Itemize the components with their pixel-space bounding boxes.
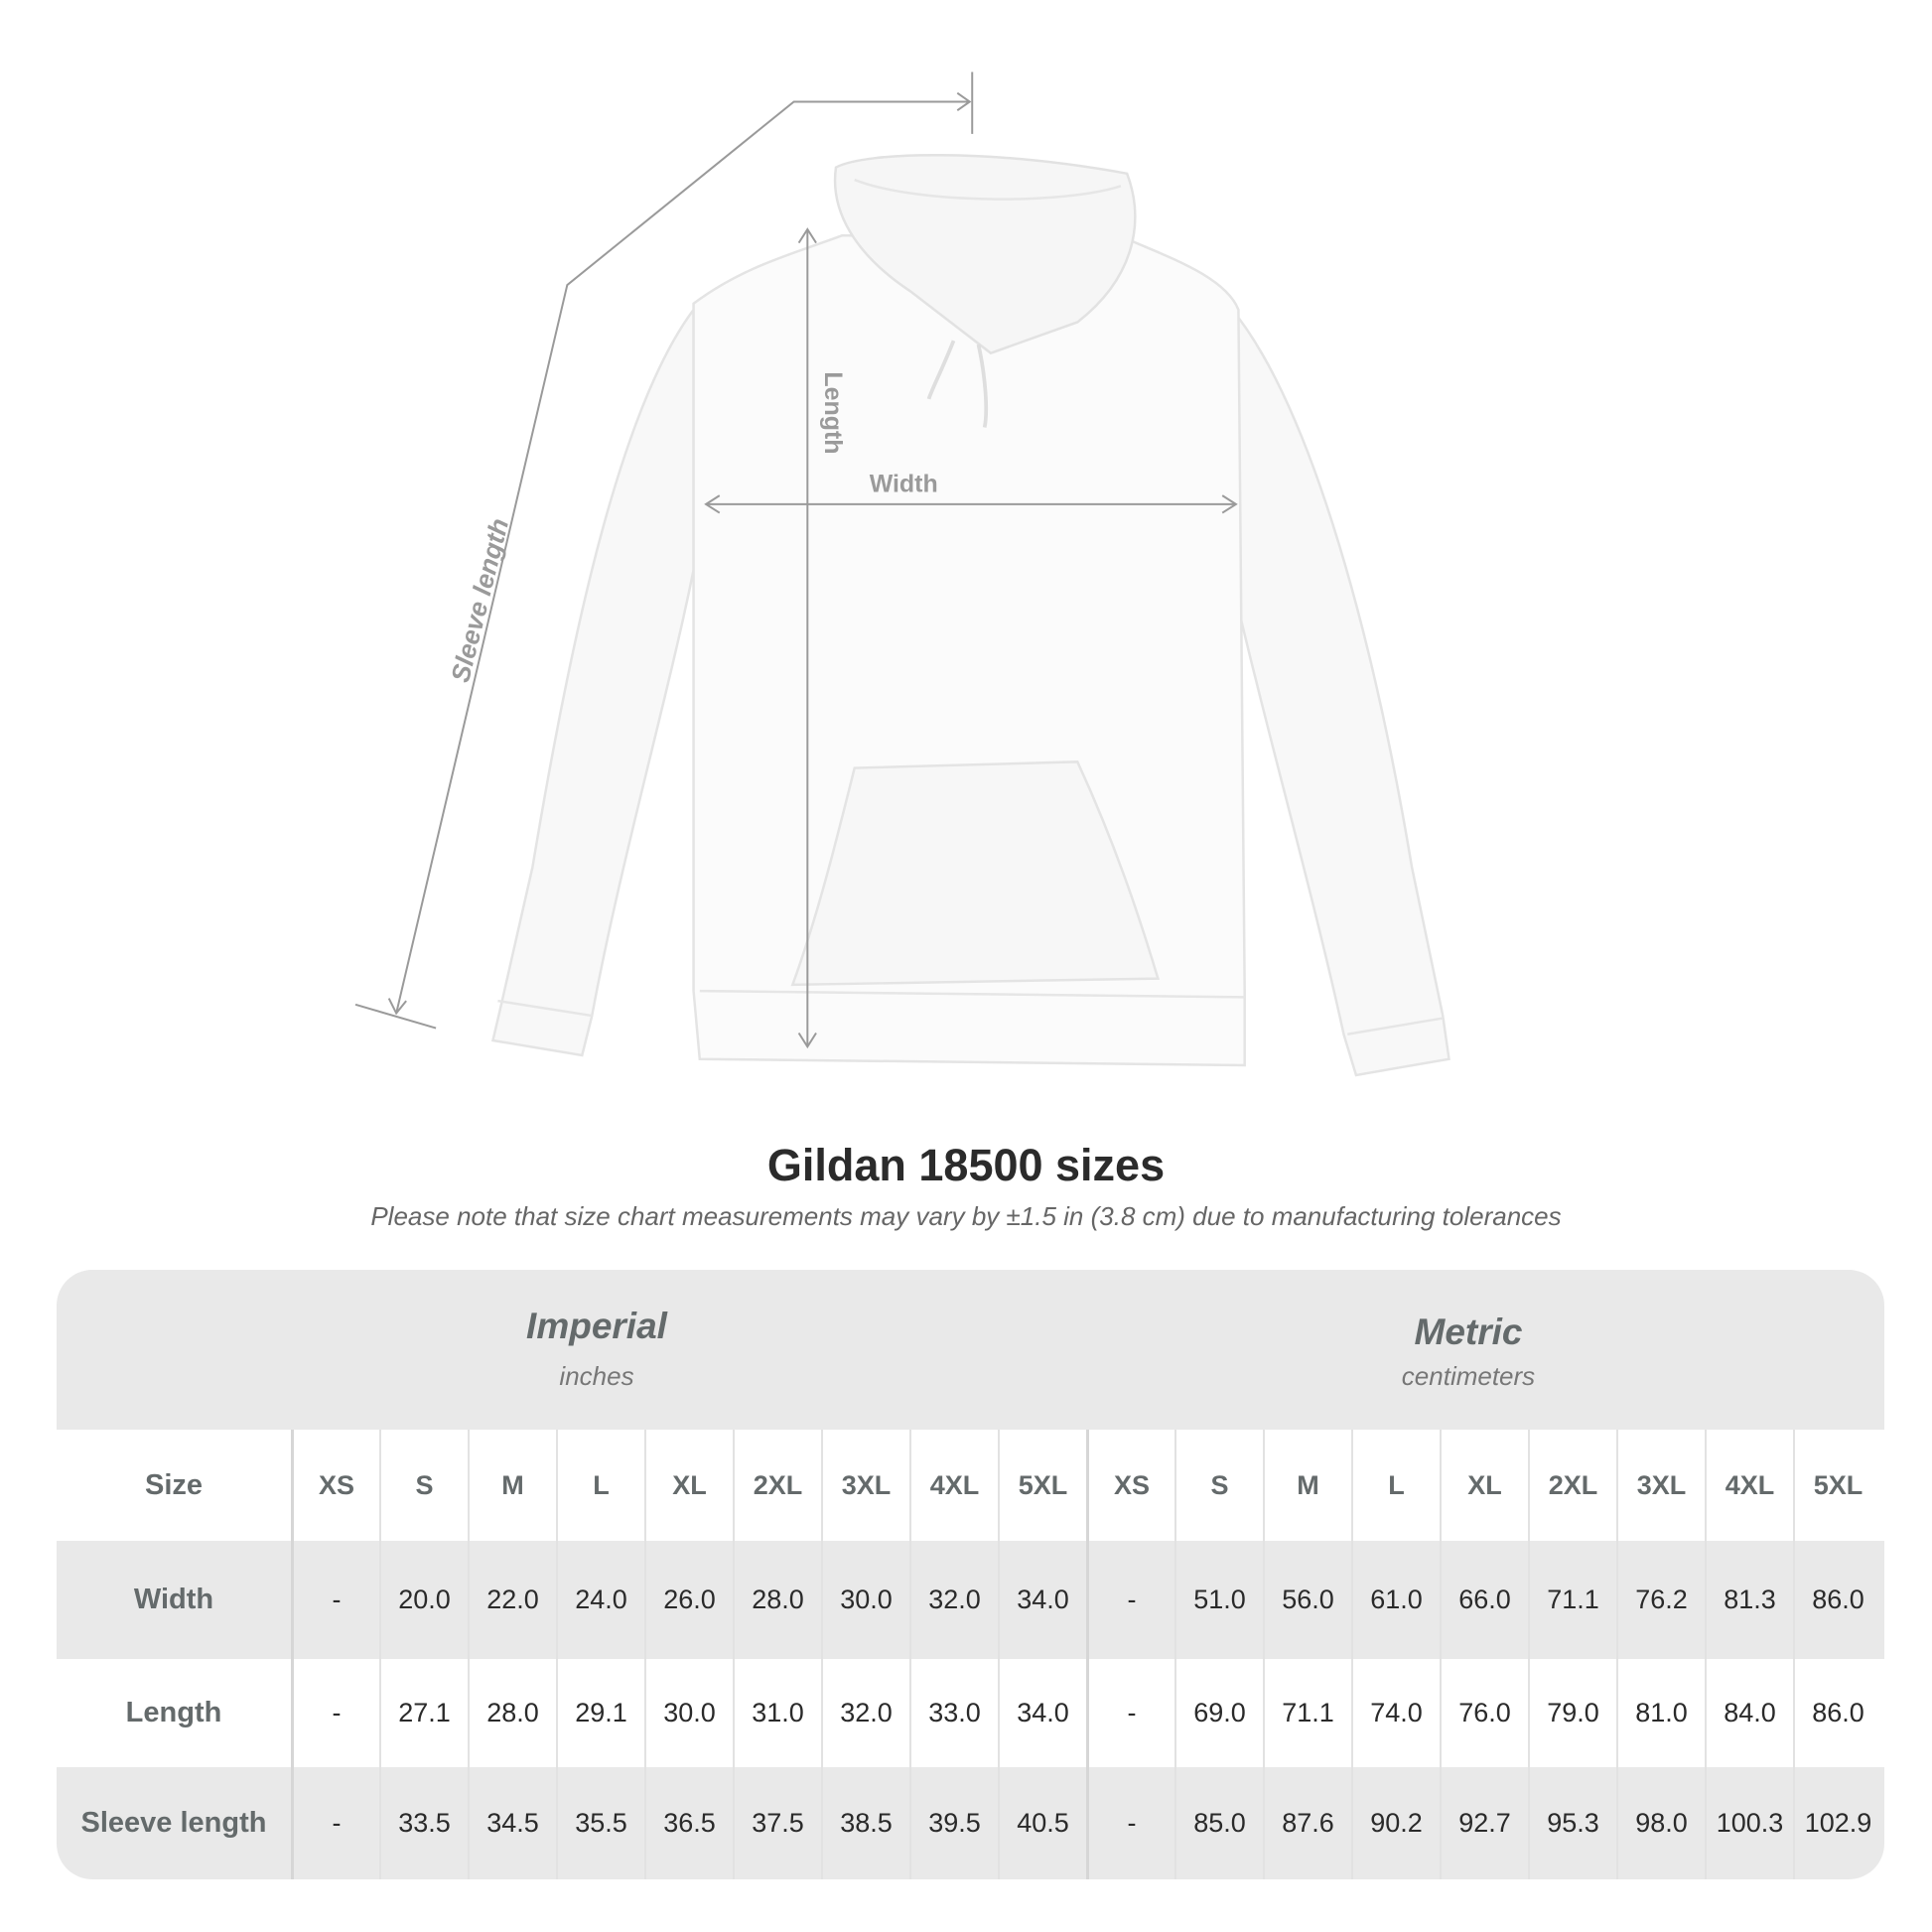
- imperial-value-cell: 29.1: [556, 1659, 644, 1767]
- metric-value-cell: 87.6: [1263, 1767, 1351, 1879]
- imperial-value-cell: 27.1: [379, 1659, 468, 1767]
- metric-size-s: S: [1174, 1430, 1263, 1541]
- metric-value-cell: 84.0: [1705, 1659, 1793, 1767]
- imperial-value-cell: 26.0: [644, 1541, 733, 1659]
- row-label: Length: [125, 1697, 222, 1728]
- imperial-size-xl: XL: [644, 1430, 733, 1541]
- imperial-value-cell: 38.5: [821, 1767, 909, 1879]
- page-title: Gildan 18500 sizes: [766, 1140, 1166, 1190]
- imperial-value-cell: 30.0: [644, 1659, 733, 1767]
- metric-value-cell: 98.0: [1616, 1767, 1705, 1879]
- metric-value-cell: -: [1086, 1767, 1174, 1879]
- imperial-value-cell: 36.5: [644, 1767, 733, 1879]
- metric-value-cell: 71.1: [1528, 1541, 1616, 1659]
- metric-size-xs: XS: [1086, 1430, 1174, 1541]
- metric-value-cell: 81.0: [1616, 1659, 1705, 1767]
- metric-value-cell: 100.3: [1705, 1767, 1793, 1879]
- metric-size-m: M: [1263, 1430, 1351, 1541]
- metric-title: Metric: [1414, 1311, 1523, 1352]
- metric-value-cell: -: [1086, 1659, 1174, 1767]
- tolerance-note: Please note that size chart measurements…: [370, 1201, 1562, 1231]
- metric-unit: centimeters: [1401, 1361, 1536, 1391]
- imperial-size-5xl: 5XL: [998, 1430, 1086, 1541]
- metric-value-cell: 79.0: [1528, 1659, 1616, 1767]
- imperial-value-cell: 28.0: [468, 1659, 556, 1767]
- metric-value-cell: 66.0: [1440, 1541, 1528, 1659]
- imperial-size-m: M: [468, 1430, 556, 1541]
- imperial-value-cell: 40.5: [998, 1767, 1086, 1879]
- imperial-size-2xl: 2XL: [733, 1430, 821, 1541]
- metric-size-xl: XL: [1440, 1430, 1528, 1541]
- metric-value-cell: -: [1086, 1541, 1174, 1659]
- hoodie-measurement-diagram: Sleeve length Length Width: [354, 71, 1450, 1077]
- imperial-size-xs: XS: [291, 1430, 379, 1541]
- metric-value-cell: 76.0: [1440, 1659, 1528, 1767]
- imperial-value-cell: 35.5: [556, 1767, 644, 1879]
- row-label: Sleeve length: [80, 1807, 267, 1839]
- imperial-value-cell: 31.0: [733, 1659, 821, 1767]
- imperial-value-cell: 28.0: [733, 1541, 821, 1659]
- sleeve-length-label: Sleeve length: [445, 515, 514, 685]
- metric-value-cell: 61.0: [1351, 1541, 1440, 1659]
- hoodie-image: [490, 153, 1450, 1077]
- imperial-header: Imperial inches: [348, 1306, 845, 1392]
- imperial-value-cell: 24.0: [556, 1541, 644, 1659]
- imperial-size-l: L: [556, 1430, 644, 1541]
- imperial-value-cell: 33.0: [909, 1659, 998, 1767]
- imperial-value-cell: 32.0: [821, 1659, 909, 1767]
- metric-value-cell: 86.0: [1793, 1541, 1881, 1659]
- metric-size-4xl: 4XL: [1705, 1430, 1793, 1541]
- imperial-value-cell: 37.5: [733, 1767, 821, 1879]
- size-header-label: Size: [144, 1468, 204, 1501]
- metric-value-cell: 51.0: [1174, 1541, 1263, 1659]
- table-row-width: Width -20.0 22.0 24.0 26.0 28.0 30.0 32.0 34.0-5…: [57, 1541, 1884, 1659]
- metric-value-cell: 56.0: [1263, 1541, 1351, 1659]
- metric-value-cell: 74.0: [1351, 1659, 1440, 1767]
- metric-size-l: L: [1351, 1430, 1440, 1541]
- table-row-sleeve-length: Sleeve length -33.5 34.5 35.5 36.5 37.5 38.5 39…: [57, 1767, 1884, 1879]
- size-header-row: Size XS S M L XL 2XL 3XL 4XL 5XL XS S M L XL 2XL 3XL 4XL 5…: [57, 1430, 1884, 1541]
- sleeve-measure-line: [395, 100, 970, 1014]
- metric-value-cell: 90.2: [1351, 1767, 1440, 1879]
- metric-size-3xl: 3XL: [1616, 1430, 1705, 1541]
- imperial-value-cell: 30.0: [821, 1541, 909, 1659]
- imperial-size-s: S: [379, 1430, 468, 1541]
- row-label: Width: [133, 1584, 214, 1615]
- metric-value-cell: 69.0: [1174, 1659, 1263, 1767]
- imperial-value-cell: 34.0: [998, 1541, 1086, 1659]
- length-label: Length: [819, 371, 847, 454]
- metric-value-cell: 85.0: [1174, 1767, 1263, 1879]
- imperial-value-cell: -: [291, 1541, 379, 1659]
- imperial-value-cell: 22.0: [468, 1541, 556, 1659]
- imperial-value-cell: 32.0: [909, 1541, 998, 1659]
- imperial-value-cell: 33.5: [379, 1767, 468, 1879]
- imperial-size-3xl: 3XL: [821, 1430, 909, 1541]
- metric-size-5xl: 5XL: [1793, 1430, 1881, 1541]
- table-row-length: Length -27.1 28.0 29.1 30.0 31.0 32.0 33.0 34.0-…: [57, 1659, 1884, 1767]
- imperial-value-cell: 20.0: [379, 1541, 468, 1659]
- metric-value-cell: 102.9: [1793, 1767, 1881, 1879]
- metric-header: Metric centimeters: [1220, 1311, 1717, 1392]
- width-label: Width: [870, 470, 938, 497]
- metric-value-cell: 81.3: [1705, 1541, 1793, 1659]
- metric-value-cell: 95.3: [1528, 1767, 1616, 1879]
- measurement-lines: [354, 71, 1238, 1049]
- imperial-value-cell: 39.5: [909, 1767, 998, 1879]
- imperial-title: Imperial: [526, 1306, 667, 1346]
- metric-value-cell: 86.0: [1793, 1659, 1881, 1767]
- imperial-value-cell: 34.0: [998, 1659, 1086, 1767]
- imperial-value-cell: -: [291, 1767, 379, 1879]
- metric-value-cell: 76.2: [1616, 1541, 1705, 1659]
- imperial-value-cell: -: [291, 1659, 379, 1767]
- metric-value-cell: 92.7: [1440, 1767, 1528, 1879]
- imperial-value-cell: 34.5: [468, 1767, 556, 1879]
- metric-value-cell: 71.1: [1263, 1659, 1351, 1767]
- imperial-unit: inches: [559, 1361, 634, 1391]
- metric-size-2xl: 2XL: [1528, 1430, 1616, 1541]
- size-table: Imperial inches Metric centimeters Size X…: [57, 1270, 1884, 1879]
- imperial-size-4xl: 4XL: [909, 1430, 998, 1541]
